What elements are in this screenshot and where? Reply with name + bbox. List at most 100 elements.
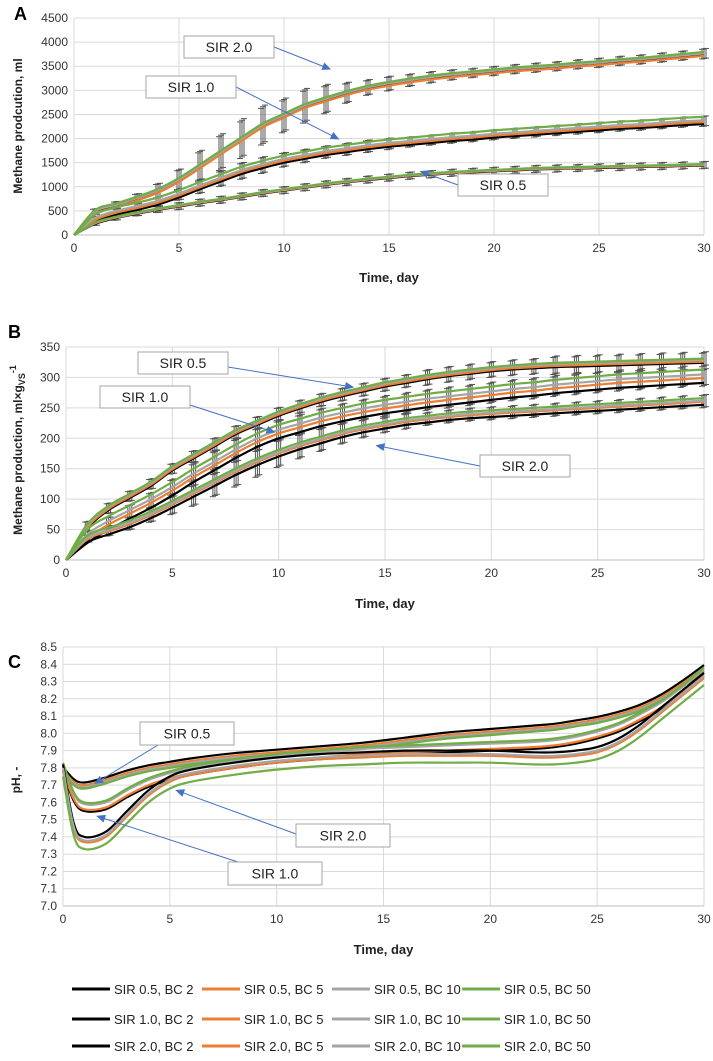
series-line-sir-2.0-bc-5 (73, 54, 705, 236)
annotation-arrow (273, 46, 332, 70)
series-line-sir-2.0-bc-50 (65, 397, 705, 561)
y-tick-label: 7.1 (40, 882, 57, 896)
annotation-label: SIR 1.0 (122, 389, 169, 405)
panel-label: C (8, 652, 21, 672)
series-line-sir-1.0-bc-5 (61, 673, 705, 812)
series-line-sir-2.0-bc-5 (61, 677, 705, 844)
x-tick-label: 30 (697, 566, 711, 580)
y-tick-label: 8.5 (40, 640, 57, 654)
series-line-sir-1.0-bc-50 (73, 115, 705, 236)
annotation-box (145, 75, 237, 99)
legend-entry: SIR 1.0, BC 5 (244, 1012, 323, 1027)
series-line-sir-1.0-bc-2 (73, 123, 705, 236)
x-axis-title: Time, day (355, 596, 416, 611)
y-tick-label: 1000 (41, 180, 68, 194)
x-tick-label: 0 (60, 912, 67, 926)
annotation-arrow (94, 744, 159, 784)
y-tick-label: 200 (40, 431, 60, 445)
annotation-box (457, 173, 549, 197)
legend-entry: SIR 0.5, BC 10 (374, 982, 461, 997)
series-line-sir-0.5-bc-50 (73, 163, 705, 236)
y-tick-label: 250 (40, 401, 60, 415)
legend-entry: SIR 0.5, BC 2 (114, 982, 193, 997)
annotation-label: SIR 2.0 (502, 458, 549, 474)
y-tick-label: 7.9 (40, 744, 57, 758)
panel-B: B 0 50 100 150 200 250 300 350 0 5 10 15 20 25 30 Time, … (8, 322, 711, 611)
y-tick-label: 7.6 (40, 795, 57, 809)
y-tick-label: 3000 (41, 83, 68, 97)
y-tick-label: 8.2 (40, 692, 57, 706)
y-tick-label: 8.0 (40, 726, 57, 740)
y-axis-title: Methane production, ml×gVS-1 (8, 365, 27, 535)
legend: SIR 0.5, BC 2 SIR 0.5, BC 5 SIR 0.5, BC 10… (72, 982, 591, 1054)
y-tick-label: 7.5 (40, 813, 57, 827)
y-tick-label: 350 (40, 340, 60, 354)
x-tick-label: 25 (591, 566, 605, 580)
annotation-label: SIR 0.5 (160, 355, 207, 371)
panel-C: C 7.0 7.1 7.2 7.3 7.4 7.5 7.6 7.7 7.8 7.9 8.0 8.1 8.2… (8, 640, 711, 957)
x-tick-label: 30 (697, 241, 711, 255)
y-axis-title: Methane prodcution, ml (11, 58, 25, 193)
annotation-arrow (175, 789, 297, 835)
series-line-sir-2.0-bc-2 (61, 672, 705, 839)
x-axis-title: Time, day (359, 270, 420, 285)
legend-entry: SIR 2.0, BC 5 (244, 1039, 323, 1054)
annotation-box (479, 454, 571, 478)
annotation-box (295, 823, 391, 848)
series-line-sir-0.5-bc-10 (62, 668, 705, 789)
panel-label: A (14, 4, 27, 24)
x-tick-label: 5 (176, 241, 183, 255)
y-tick-label: 1500 (41, 156, 68, 170)
y-tick-label: 3500 (41, 59, 68, 73)
series-line-sir-2.0-bc-10 (65, 399, 705, 561)
x-tick-label: 20 (487, 241, 501, 255)
annotation-arrow (235, 86, 340, 140)
x-tick-label: 0 (63, 566, 70, 580)
y-tick-label: 0 (53, 553, 60, 567)
annotation-label: SIR 1.0 (252, 866, 299, 882)
series-line-sir-2.0-bc-50 (73, 50, 705, 236)
series-line-sir-1.0-bc-5 (65, 376, 705, 561)
y-tick-label: 8.1 (40, 709, 57, 723)
series-line-sir-1.0-bc-50 (65, 368, 705, 561)
series-line-sir-0.5-bc-50 (65, 357, 705, 561)
annotation-arrow (96, 814, 239, 863)
x-tick-label: 0 (71, 241, 78, 255)
annotation-label: SIR 0.5 (164, 726, 211, 742)
x-tick-label: 10 (272, 566, 286, 580)
legend-entry: SIR 0.5, BC 50 (504, 982, 591, 997)
x-tick-label: 15 (382, 241, 396, 255)
legend-entry: SIR 0.5, BC 5 (244, 982, 323, 997)
series-line-sir-0.5-bc-2 (62, 664, 705, 784)
x-tick-label: 20 (485, 566, 499, 580)
y-tick-label: 2000 (41, 132, 68, 146)
annotation-label: SIR 1.0 (168, 79, 215, 95)
legend-entry: SIR 1.0, BC 2 (114, 1012, 193, 1027)
x-tick-label: 15 (377, 912, 391, 926)
annotation-box (183, 35, 275, 59)
x-axis-title: Time, day (354, 942, 415, 957)
series-line-sir-1.0-bc-10 (65, 373, 705, 561)
series-line-sir-1.0-bc-2 (65, 381, 705, 561)
series-line-sir-2.0-bc-10 (73, 52, 705, 236)
panel-A: A 0 500 1000 1500 2000 2500 3000 3500 4000 4500 0 5 1… (11, 4, 711, 285)
legend-entry: SIR 2.0, BC 2 (114, 1039, 193, 1054)
legend-entry: SIR 1.0, BC 50 (504, 1012, 591, 1027)
series-line-sir-1.0-bc-10 (61, 668, 705, 806)
y-axis-title: pH, - (9, 767, 23, 794)
annotation-arrow (419, 170, 459, 186)
y-tick-label: 7.8 (40, 761, 57, 775)
annotation-box (99, 385, 191, 409)
y-tick-label: 0 (61, 228, 68, 242)
y-tick-label: 500 (48, 204, 68, 218)
series-line-sir-1.0-bc-50 (61, 666, 705, 805)
y-tick-label: 4500 (41, 11, 68, 25)
series-line-sir-0.5-bc-5 (62, 666, 705, 787)
x-tick-label: 25 (592, 241, 606, 255)
y-axis-title-sub: VS (17, 373, 27, 385)
series-line-sir-0.5-bc-5 (65, 360, 705, 561)
y-tick-label: 150 (40, 462, 60, 476)
x-tick-label: 5 (166, 912, 173, 926)
x-tick-label: 25 (590, 912, 604, 926)
